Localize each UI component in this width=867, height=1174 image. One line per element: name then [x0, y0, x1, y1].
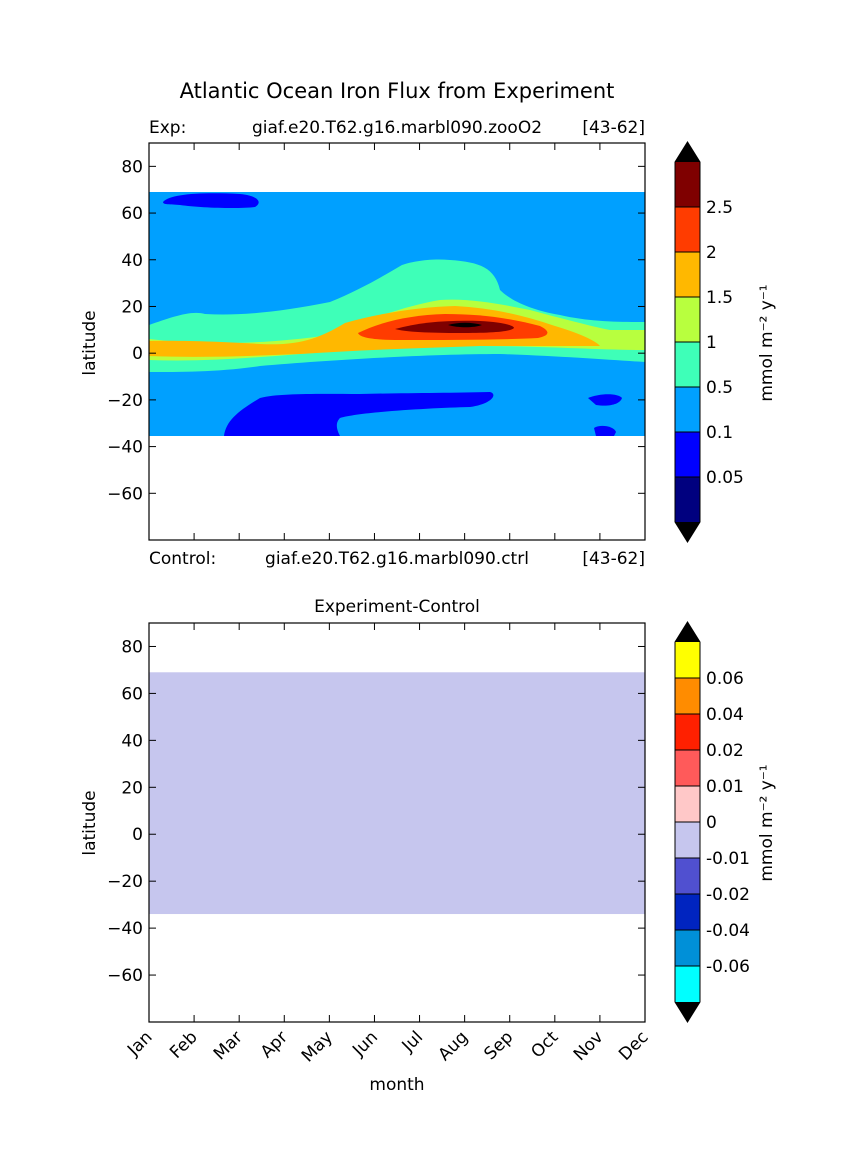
bottom-colorbar: -0.06 -0.04 -0.02 -0.01 0 0.01 0.02 0.04 0.06: [674, 621, 750, 1023]
top-colorbar-segment: [675, 162, 700, 207]
top-colorbar-tick-label: 0.1: [706, 423, 733, 443]
bottom-x-axis-label: month: [369, 1075, 424, 1095]
top-colorbar-tick-label: 2.5: [706, 198, 733, 218]
bottom-y-tick-label: 80: [121, 637, 143, 657]
exp-range: [43-62]: [582, 118, 645, 138]
figure-title: Atlantic Ocean Iron Flux from Experiment: [180, 79, 615, 103]
bottom-x-tick-label: Mar: [210, 1027, 247, 1064]
bottom-colorbar-tick-label: -0.01: [706, 849, 750, 869]
top-colorbar: 0.05 0.1 0.5 1 1.5 2 2.5: [674, 141, 744, 543]
top-heatmap: [149, 192, 645, 436]
bottom-colorbar-extend-min: [675, 1002, 700, 1022]
bottom-colorbar-tick-label: -0.02: [706, 885, 750, 905]
top-colorbar-segment: [675, 477, 700, 522]
top-colorbar-label: mmol m⁻² y⁻¹: [757, 284, 777, 401]
bottom-x-tick-label: Jul: [398, 1027, 427, 1056]
top-colorbar-segment: [675, 252, 700, 297]
top-y-tick-label: −20: [107, 391, 143, 411]
top-region-0_05-0_1-south: [224, 392, 494, 436]
bottom-colorbar-tick-label: 0.06: [706, 669, 744, 689]
top-y-tick-label: 0: [132, 344, 143, 364]
bottom-x-tick-label: Aug: [435, 1027, 473, 1065]
bottom-colorbar-segment: [675, 678, 700, 714]
bottom-x-tick-label: Jan: [123, 1027, 156, 1060]
top-panel: 80 60 40 20 0 −20 −40 −60 latitude: [80, 142, 646, 541]
bottom-uniform-region: [149, 672, 645, 915]
bottom-colorbar-tick-label: 0.02: [706, 741, 744, 761]
bottom-y-tick-label: 60: [121, 684, 143, 704]
bottom-colorbar-tick-label: 0.01: [706, 777, 744, 797]
bottom-colorbar-segment: [675, 786, 700, 822]
top-region-0_05-0_1-north: [163, 193, 259, 209]
bottom-colorbar-tick-label: 0.04: [706, 705, 744, 725]
bottom-panel-title: Experiment-Control: [314, 597, 480, 617]
bottom-colorbar-segment: [675, 642, 700, 678]
top-y-axis-label: latitude: [80, 310, 100, 375]
top-region-2_5-plus: [395, 320, 514, 333]
top-colorbar-tick-label: 1.5: [706, 288, 733, 308]
bottom-y-tick-label: −60: [107, 966, 143, 986]
top-colorbar-segment: [675, 387, 700, 432]
bottom-x-tick-label: Feb: [166, 1027, 201, 1062]
bottom-y-ticks: 80 60 40 20 0 −20 −40 −60: [107, 637, 645, 986]
top-colorbar-extend-min: [675, 522, 700, 542]
top-colorbar-segment: [675, 432, 700, 477]
control-name: giaf.e20.T62.g16.marbl090.ctrl: [265, 549, 529, 569]
bottom-x-tick-label: Nov: [570, 1027, 608, 1065]
bottom-x-tick-label: Dec: [615, 1027, 652, 1064]
bottom-x-tick-label: Sep: [480, 1027, 517, 1064]
top-y-tick-label: −40: [107, 438, 143, 458]
bottom-colorbar-tick-label: -0.04: [706, 921, 750, 941]
bottom-colorbar-segment: [675, 858, 700, 894]
bottom-y-tick-label: 40: [121, 731, 143, 751]
exp-name: giaf.e20.T62.g16.marbl090.zooO2: [252, 118, 542, 138]
control-label: Control:: [149, 549, 216, 569]
bottom-y-tick-label: −20: [107, 872, 143, 892]
control-range: [43-62]: [582, 549, 645, 569]
top-axes-frame: [148, 142, 646, 541]
bottom-colorbar-segment: [675, 894, 700, 930]
bottom-colorbar-outline: [674, 621, 701, 1023]
bottom-colorbar-tick-label: 0: [706, 813, 717, 833]
top-y-tick-label: 40: [121, 251, 143, 271]
bottom-panel: 80 60 40 20 0 −20 −40 −60 Jan Feb Mar Apr May Jun Jul…: [80, 622, 653, 1095]
bottom-x-tick-label: Jun: [348, 1027, 382, 1061]
top-y-tick-label: 20: [121, 297, 143, 317]
bottom-colorbar-segment: [675, 966, 700, 1002]
bottom-y-tick-label: 20: [121, 778, 143, 798]
bottom-x-tick-label: Apr: [257, 1027, 292, 1062]
top-region-0_05-0_1-spot1: [588, 394, 622, 406]
bottom-x-tick-label: May: [298, 1027, 337, 1066]
top-colorbar-extend-max: [675, 142, 700, 162]
top-y-tick-label: −60: [107, 484, 143, 504]
exp-label: Exp:: [149, 118, 186, 138]
bottom-colorbar-segment: [675, 930, 700, 966]
top-colorbar-tick-label: 0.5: [706, 378, 733, 398]
top-colorbar-segment: [675, 297, 700, 342]
top-region-max: [448, 322, 482, 328]
bottom-x-tick-label: Oct: [527, 1027, 562, 1062]
bottom-y-tick-label: 0: [132, 825, 143, 845]
top-colorbar-outline: [674, 141, 701, 543]
bottom-colorbar-tick-label: -0.06: [706, 957, 750, 977]
bottom-colorbar-segment: [675, 714, 700, 750]
top-colorbar-tick-label: 0.05: [706, 468, 744, 488]
bottom-colorbar-segment: [675, 822, 700, 858]
bottom-axes-frame: [148, 622, 646, 1023]
top-colorbar-segment: [675, 207, 700, 252]
top-colorbar-segment: [675, 342, 700, 387]
top-y-tick-label: 60: [121, 204, 143, 224]
bottom-colorbar-extend-max: [675, 622, 700, 642]
bottom-y-axis-label: latitude: [80, 790, 100, 855]
bottom-colorbar-label: mmol m⁻² y⁻¹: [757, 764, 777, 881]
top-y-ticks: 80 60 40 20 0 −20 −40 −60: [107, 143, 646, 540]
top-colorbar-tick-label: 2: [706, 243, 717, 263]
bottom-colorbar-segment: [675, 750, 700, 786]
bottom-y-tick-label: −40: [107, 919, 143, 939]
top-colorbar-tick-label: 1: [706, 333, 717, 353]
top-y-tick-label: 80: [121, 157, 143, 177]
top-region-0_05-0_1-spot2: [594, 425, 616, 436]
